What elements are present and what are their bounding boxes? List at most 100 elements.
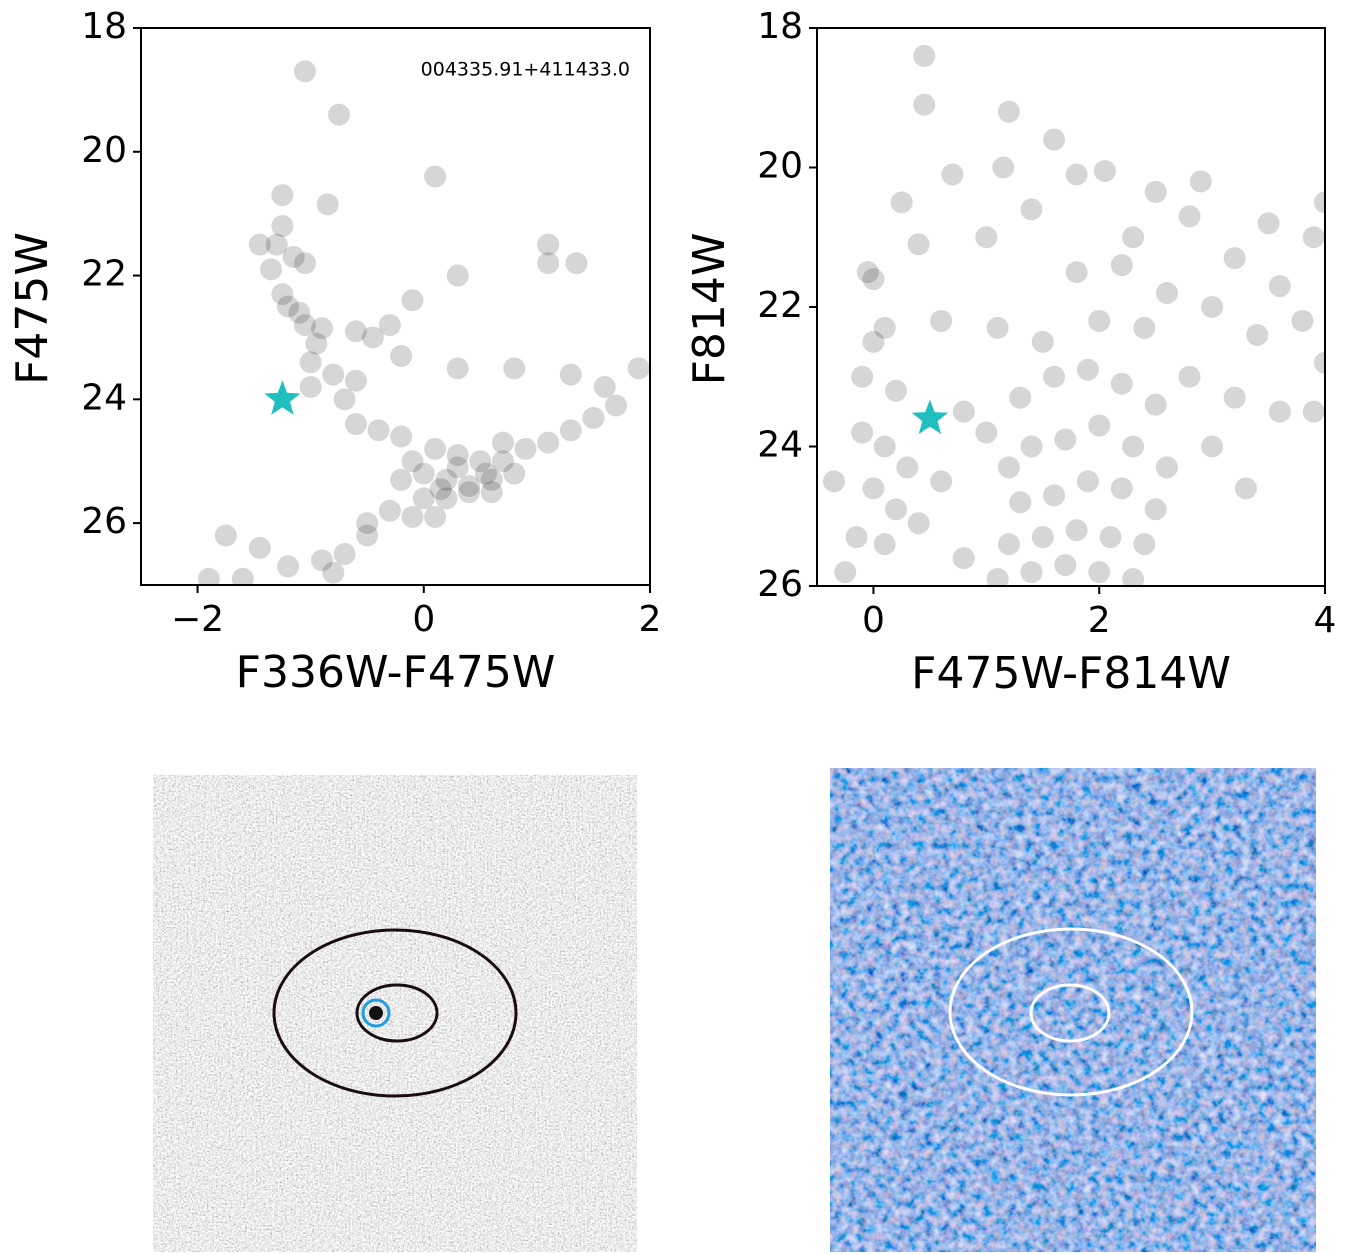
point	[378, 499, 401, 522]
axes-frame	[140, 27, 651, 586]
point	[1201, 435, 1224, 458]
point	[851, 365, 874, 388]
x-axis-label: F475W-F814W	[911, 648, 1231, 699]
x-tick-label: −2	[171, 599, 224, 640]
y-axis-label: F814W	[684, 233, 735, 386]
point	[862, 330, 885, 353]
point	[1009, 386, 1032, 409]
point	[856, 261, 879, 284]
point	[565, 252, 588, 275]
grayscale-image	[153, 775, 637, 1252]
point	[1268, 275, 1291, 298]
y-axis-label: F475W	[7, 232, 58, 385]
point	[361, 326, 384, 349]
point	[390, 345, 413, 368]
point	[1122, 226, 1145, 249]
y-tick-label: 24	[757, 425, 803, 466]
point	[1122, 568, 1145, 586]
point	[446, 456, 469, 479]
point	[1065, 261, 1088, 284]
point	[997, 456, 1020, 479]
point	[197, 567, 220, 585]
point	[975, 226, 998, 249]
point	[1088, 309, 1111, 332]
point	[310, 549, 333, 572]
point	[1054, 428, 1077, 451]
point	[299, 351, 322, 374]
point	[458, 474, 481, 497]
point	[277, 555, 300, 578]
point	[896, 456, 919, 479]
point	[390, 468, 413, 491]
point	[1093, 159, 1116, 182]
point	[390, 425, 413, 448]
point	[271, 215, 294, 238]
point	[282, 245, 305, 268]
point	[1088, 561, 1111, 584]
point	[913, 44, 936, 67]
point	[1065, 519, 1088, 542]
point	[885, 379, 908, 402]
point	[474, 462, 497, 485]
point	[559, 363, 582, 386]
point	[446, 444, 469, 467]
point	[294, 314, 317, 337]
x-tick-label: 0	[862, 600, 885, 641]
point	[1099, 526, 1122, 549]
plot-area	[822, 44, 1325, 586]
point	[1031, 526, 1054, 549]
star-marker	[264, 380, 301, 415]
point	[1110, 477, 1133, 500]
point	[480, 481, 503, 504]
point	[469, 450, 492, 473]
point	[231, 567, 254, 585]
point	[344, 369, 367, 392]
point	[446, 357, 469, 380]
point	[559, 419, 582, 442]
point	[1302, 226, 1325, 249]
point	[1302, 400, 1325, 423]
point	[356, 512, 379, 535]
point	[952, 400, 975, 423]
point	[1144, 180, 1167, 203]
point	[248, 233, 271, 256]
point	[458, 481, 481, 504]
point	[1201, 296, 1224, 318]
point	[845, 526, 868, 549]
point	[310, 317, 333, 340]
point	[913, 93, 936, 116]
point	[1020, 198, 1043, 221]
point	[1110, 372, 1133, 395]
x-tick-label: 2	[639, 599, 662, 640]
point	[537, 252, 560, 275]
point	[344, 413, 367, 436]
point	[851, 421, 874, 444]
point	[424, 437, 447, 460]
point	[1043, 484, 1066, 507]
y-tick-label: 18	[81, 6, 127, 47]
point	[941, 163, 964, 186]
point	[412, 462, 435, 485]
point	[1122, 435, 1145, 458]
point	[1054, 554, 1077, 577]
point	[424, 505, 447, 528]
point	[582, 406, 605, 429]
x-tick-label: 2	[1088, 600, 1111, 641]
point	[986, 568, 1009, 586]
point	[288, 301, 311, 324]
point	[907, 512, 930, 535]
point	[514, 437, 537, 460]
point	[333, 543, 356, 566]
y-tick-label: 18	[757, 6, 803, 47]
scatter-chart: −2 0 2 18 20 22 24 26 F336W-F475W F475W 004335.91+…	[7, 6, 661, 698]
point	[491, 431, 514, 454]
point	[1133, 316, 1156, 339]
point	[446, 264, 469, 287]
point	[248, 536, 271, 559]
color-image	[830, 768, 1316, 1252]
point	[1234, 477, 1257, 500]
point	[503, 357, 526, 380]
point	[627, 357, 650, 380]
point	[260, 258, 283, 281]
